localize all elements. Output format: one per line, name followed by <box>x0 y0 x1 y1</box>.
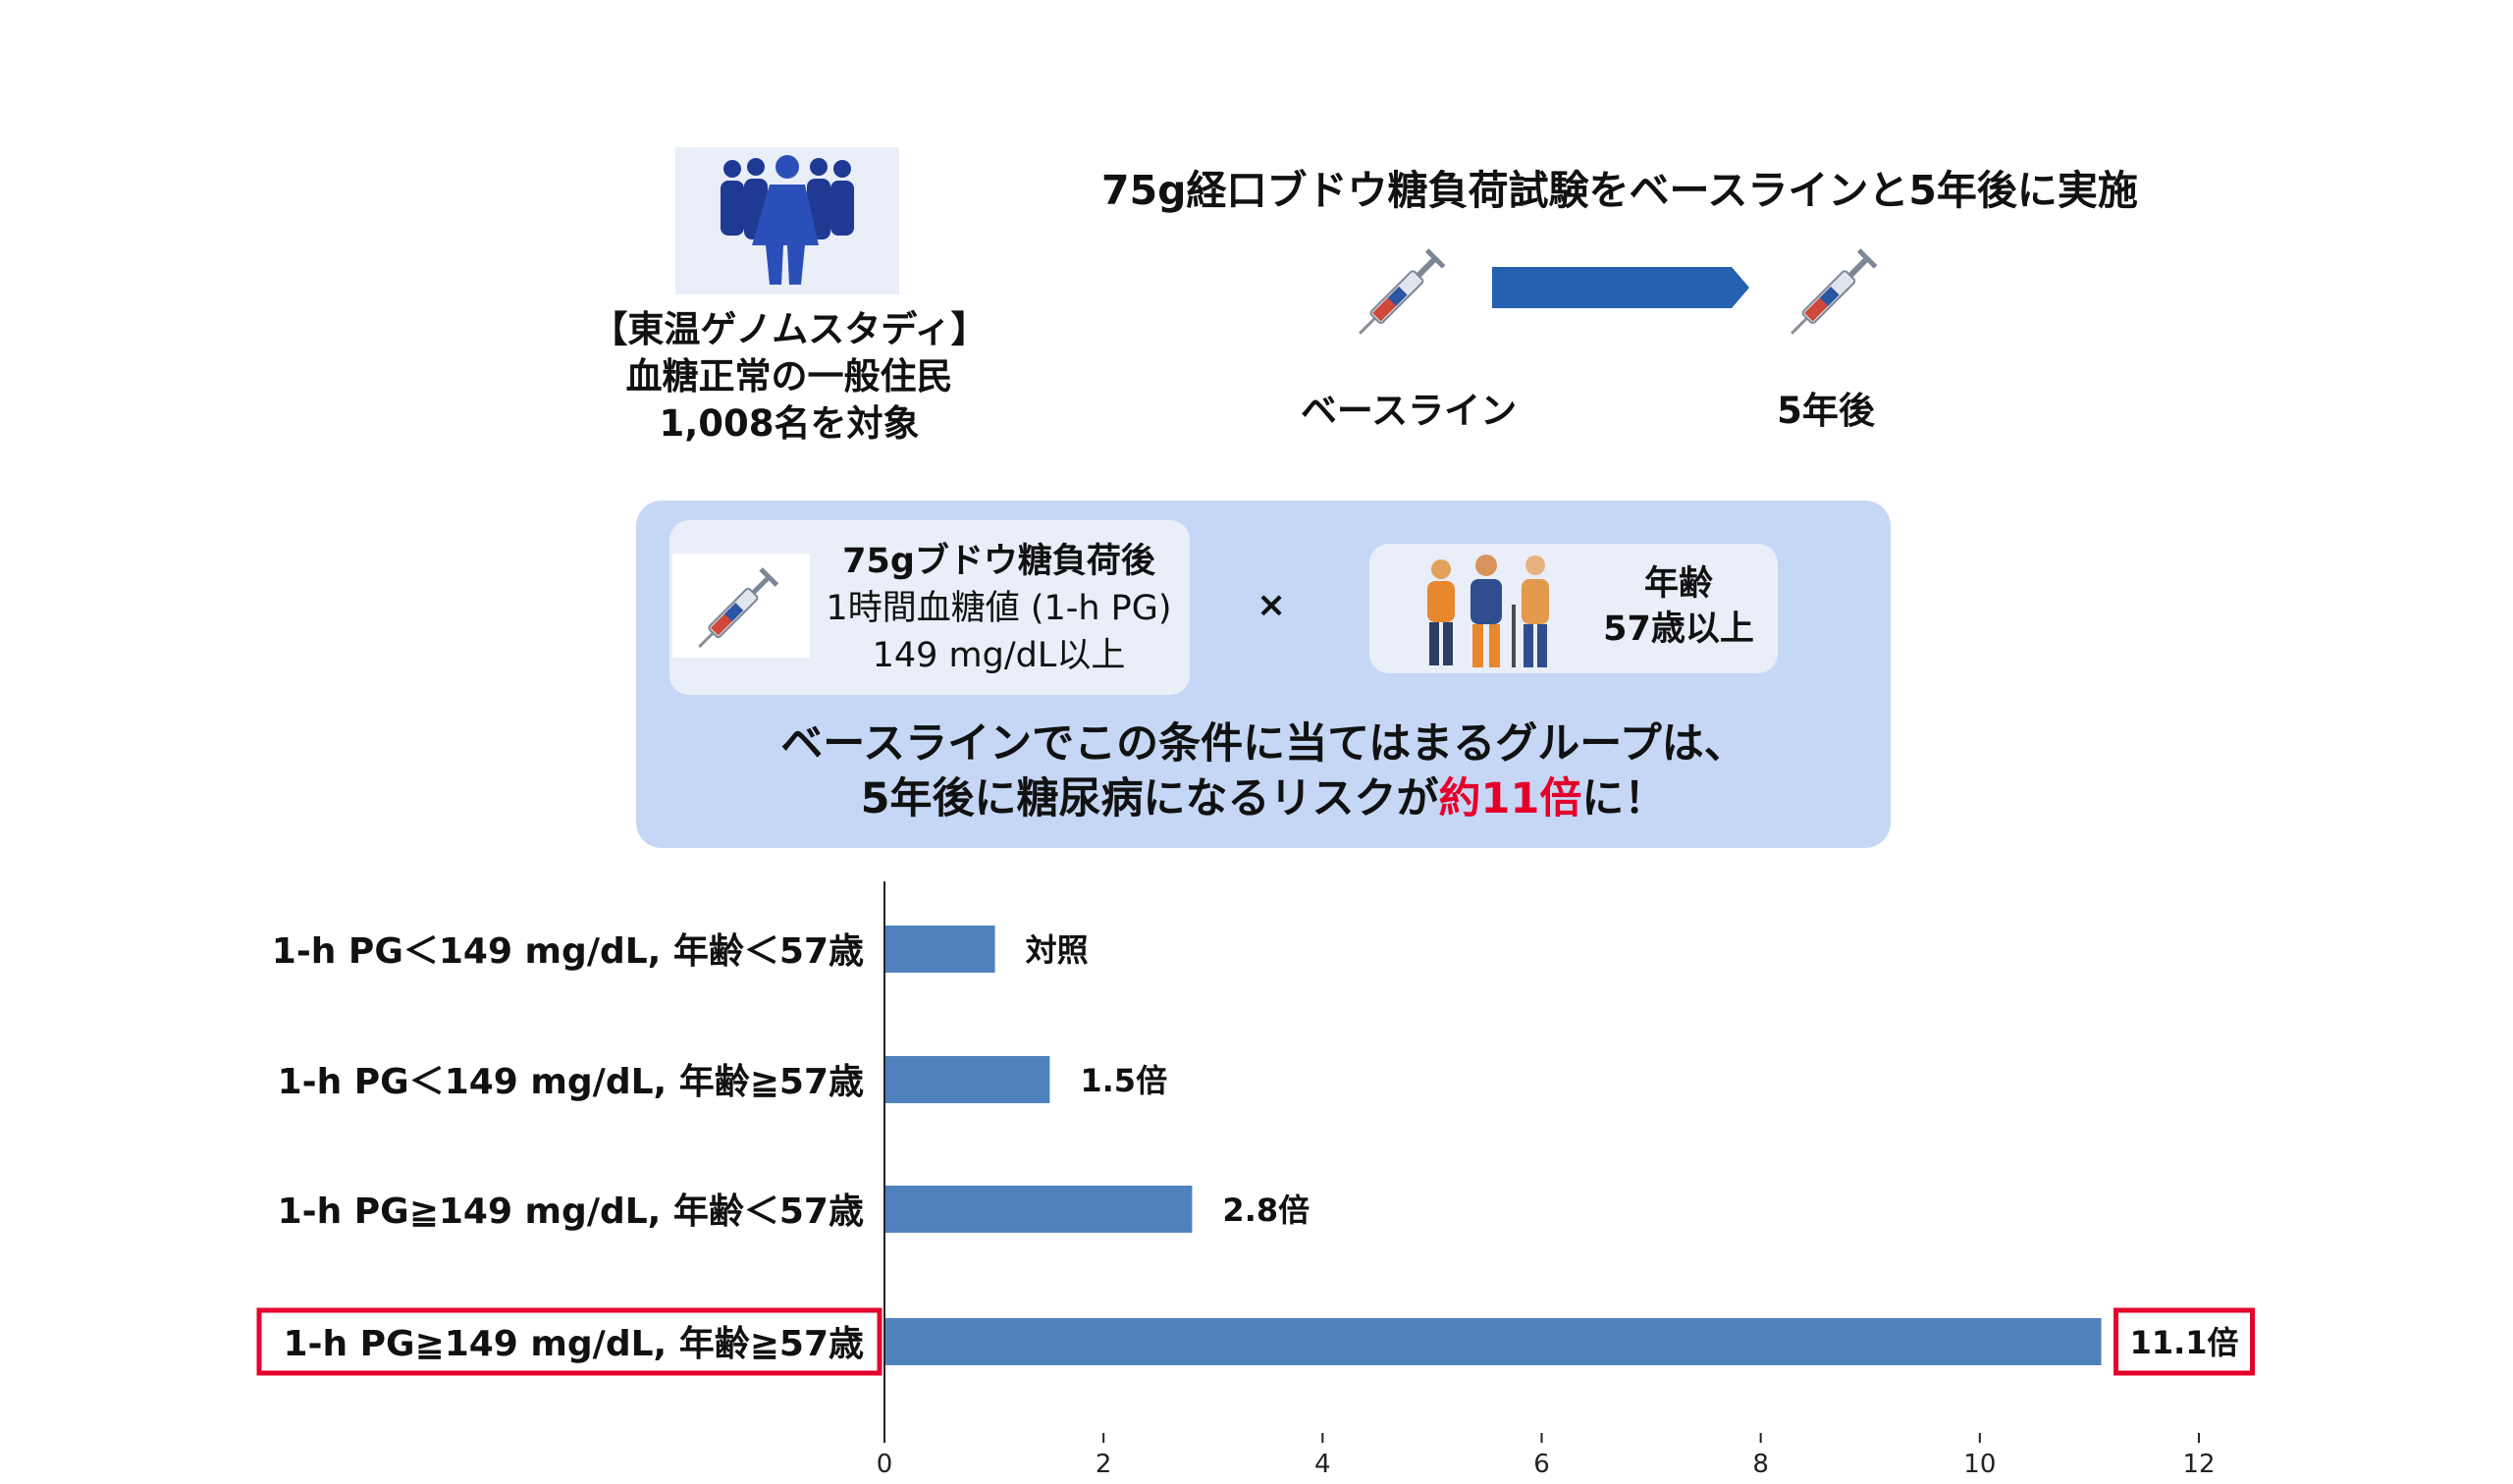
age-line-2: 57歳以上 <box>1603 610 1754 649</box>
x-tick-label: 4 <box>1314 1450 1331 1479</box>
pg-line-3: 149 mg/dL以上 <box>872 636 1126 675</box>
pg-condition-text: 75gブドウ糖負荷後 1時間血糖値 (1-h PG) 149 mg/dL以上 <box>810 538 1188 679</box>
bar-1 <box>885 926 995 973</box>
x-tick-label: 8 <box>1752 1450 1769 1479</box>
conclusion-line-1: ベースラインでこの条件に当てはまるグループは、 <box>780 719 1746 768</box>
timeline-baseline-label: ベースライン <box>1300 390 1518 432</box>
age-condition-text: 年齢 57歳以上 <box>1580 561 1777 652</box>
x-tick-label: 0 <box>877 1450 893 1479</box>
pg-line-2: 1時間血糖値 (1-h PG) <box>826 589 1172 628</box>
data-label: 2.8倍 <box>1222 1192 1310 1229</box>
pg-line-1: 75gブドウ糖負荷後 <box>842 542 1155 581</box>
cohort-line-2: 血糖正常の一般住民 <box>625 355 953 398</box>
data-label: 対照 <box>1026 931 1089 969</box>
age-line-1: 年齢 <box>1643 564 1713 604</box>
highlight-box-category <box>256 1307 882 1376</box>
category-label: 1-h PG＜149 mg/dL, 年齢≧57歳 <box>278 1062 864 1102</box>
risk-bar-chart: 0 2 4 6 8 10 12 1-h PG＜149 mg/dL, 年齢＜57歳 対照 1-h P… <box>256 881 2256 1479</box>
cohort-line-1: 【東温ゲノムスタディ】 <box>591 308 988 350</box>
x-tick-label: 6 <box>1533 1450 1550 1479</box>
conclusion-emphasis: 約11倍 <box>1438 774 1582 823</box>
syringe-icon <box>1335 228 1472 355</box>
x-tick-label: 2 <box>1096 1450 1112 1479</box>
bar-4 <box>885 1318 2102 1365</box>
bar-2 <box>885 1056 1050 1103</box>
people-group-icon <box>675 147 899 294</box>
data-label: 1.5倍 <box>1080 1062 1167 1099</box>
category-label: 1-h PG≧149 mg/dL, 年齢≧57歳 <box>283 1324 864 1364</box>
ogtt-title: 75g経口ブドウ糖負荷試験をベースラインと5年後に実施 <box>1101 167 2138 214</box>
conclusion-post: に！ <box>1581 774 1667 823</box>
category-label: 1-h PG＜149 mg/dL, 年齢＜57歳 <box>272 931 864 972</box>
elderly-people-icon <box>1414 550 1571 673</box>
category-label: 1-h PG≧149 mg/dL, 年齢＜57歳 <box>278 1192 864 1232</box>
x-tick-label: 10 <box>1963 1450 1996 1479</box>
conclusion-text: ベースラインでこの条件に当てはまるグループは、 5年後に糖尿病になるリスクが約1… <box>636 716 1891 826</box>
conclusion-pre: 5年後に糖尿病になるリスクが <box>860 774 1439 823</box>
cohort-line-3: 1,008名を対象 <box>659 402 920 445</box>
timeline-followup-label: 5年後 <box>1777 390 1875 432</box>
conclusion-line-2: 5年後に糖尿病になるリスクが約11倍に！ <box>636 771 1891 826</box>
bar-3 <box>885 1186 1193 1233</box>
syringe-icon <box>1767 228 1904 355</box>
arrow-right-icon <box>1492 267 1749 308</box>
times-sign: × <box>1256 585 1287 625</box>
highlight-box-value <box>2113 1307 2256 1376</box>
x-tick-label: 12 <box>2182 1450 2215 1479</box>
data-label: 11.1倍 <box>2130 1324 2239 1361</box>
syringe-icon <box>672 554 810 658</box>
cohort-description: 【東温ゲノムスタディ】 血糖正常の一般住民 1,008名を対象 <box>550 306 1029 448</box>
